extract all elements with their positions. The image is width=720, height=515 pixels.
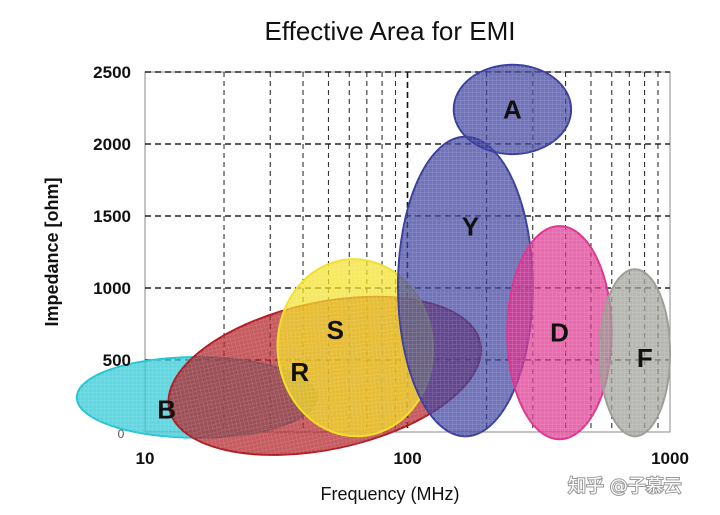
- region-label-B: B: [157, 394, 176, 424]
- region-mesh: [277, 259, 433, 437]
- region-mesh: [397, 136, 533, 437]
- x-tick-label: 100: [393, 449, 421, 468]
- regions: [75, 63, 672, 456]
- y-tick-labels: 500 1000 1500 2000 2500: [93, 63, 131, 370]
- region-Y: [396, 135, 534, 438]
- region-D: [506, 225, 613, 441]
- x-tick-label: 10: [136, 449, 155, 468]
- region-label-R: R: [290, 357, 309, 387]
- region-F: [598, 268, 672, 438]
- region-labels: B RS Y A D F: [157, 94, 653, 424]
- region-mesh: [453, 64, 572, 155]
- region-label-S: S: [327, 315, 344, 345]
- watermark: 知乎 @子慕云: [568, 476, 682, 497]
- chart-title: Effective Area for EMI: [265, 16, 516, 46]
- x-tick-labels: 10 100 1000: [136, 449, 689, 468]
- x-tick-label: 1000: [651, 449, 689, 468]
- y-tick-label: 2500: [93, 63, 131, 82]
- origin-label: 0: [118, 427, 125, 441]
- y-axis-title: Impedance [ohm]: [42, 177, 62, 326]
- y-tick-label: 1000: [93, 279, 131, 298]
- y-tick-label: 500: [103, 351, 131, 370]
- region-label-A: A: [503, 94, 522, 124]
- region-label-Y: Y: [462, 212, 479, 242]
- region-A: [452, 63, 573, 156]
- region-label-D: D: [550, 318, 569, 348]
- region-mesh: [599, 269, 671, 437]
- y-tick-label: 1500: [93, 207, 131, 226]
- y-tick-label: 2000: [93, 135, 131, 154]
- x-axis-title: Frequency (MHz): [320, 484, 459, 504]
- region-label-F: F: [637, 343, 653, 373]
- region-mesh: [507, 226, 612, 440]
- region-S: [276, 258, 434, 438]
